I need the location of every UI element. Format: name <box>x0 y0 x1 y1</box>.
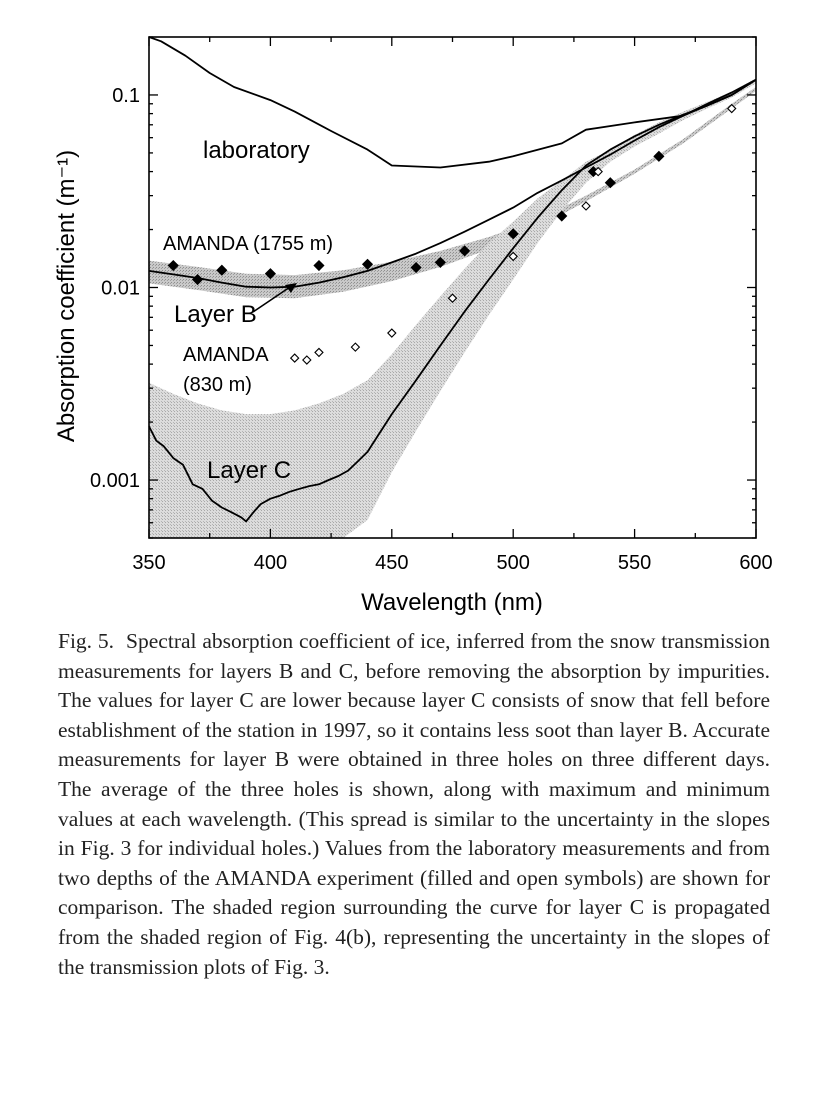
layer-c-line <box>148 78 757 523</box>
amanda-830-m-point <box>447 293 458 303</box>
amanda-830-m-point <box>302 355 312 365</box>
x-tick-label: 600 <box>739 552 772 574</box>
absorption-chart: 350 400 450 500 550 600 0.001 0.01 0.1 Wavelengt… <box>53 36 773 616</box>
y-axis-label: Absorption coefficient (m⁻¹) <box>53 150 80 442</box>
amanda-1755-m-point <box>556 210 568 222</box>
y-tick-label: 0.01 <box>101 278 140 300</box>
x-tick-label: 400 <box>254 552 287 574</box>
layer-b-range-band <box>149 87 756 299</box>
amanda-1755-m-point <box>313 259 325 272</box>
layer-c-uncertainty-band <box>149 78 756 539</box>
uncertainty-bands <box>149 78 756 539</box>
caption-label: Fig. 5. <box>58 629 115 653</box>
amanda-1755-label: AMANDA (1755 m) <box>163 233 333 255</box>
tick-labels: 350 400 450 500 550 600 0.001 0.01 0.1 <box>90 85 773 574</box>
layer-c-label: Layer C <box>207 457 291 484</box>
layer-b-pointer-head <box>285 283 297 293</box>
amanda-830-m-point <box>350 342 361 352</box>
layer-b-line <box>148 78 757 289</box>
amanda-830-label-line2: (830 m) <box>183 374 252 396</box>
amanda-1755-m-point <box>264 268 276 280</box>
amanda-1755-m-point <box>604 177 616 189</box>
amanda-830-m-point <box>593 166 603 177</box>
axis-ticks <box>148 36 757 539</box>
data-markers <box>167 103 737 365</box>
layer-b-pointer <box>252 284 294 313</box>
amanda-830-m-point <box>726 103 737 114</box>
laboratory-line <box>148 36 757 169</box>
layer-b-label: Layer B <box>174 301 257 328</box>
amanda-1755-m-point <box>434 256 446 268</box>
amanda-1755-m-point <box>191 273 204 286</box>
figure: 350 400 450 500 550 600 0.001 0.01 0.1 Wavelengt… <box>53 36 773 616</box>
amanda-830-m-point <box>289 353 300 363</box>
x-tick-label: 500 <box>497 552 530 574</box>
x-axis-label: Wavelength (nm) <box>361 589 543 616</box>
x-tick-label: 350 <box>132 552 165 574</box>
figure-caption: Fig. 5. Spectral absorption coefficient o… <box>58 627 770 982</box>
amanda-1755-m-point <box>216 264 228 276</box>
amanda-830-m-point <box>314 347 324 358</box>
series-lines <box>148 36 757 523</box>
y-tick-label: 0.1 <box>112 85 140 107</box>
x-tick-label: 550 <box>618 552 651 574</box>
amanda-830-m-point <box>387 328 397 338</box>
caption-text: Spectral absorption coefficient of ice, … <box>58 629 770 979</box>
amanda-1755-m-point <box>167 259 179 272</box>
amanda-1755-m-point <box>459 245 471 257</box>
amanda-830-label-line1: AMANDA <box>183 344 269 366</box>
x-tick-label: 450 <box>375 552 408 574</box>
amanda-830-m-point <box>581 201 591 211</box>
amanda-1755-m-point <box>653 150 665 162</box>
amanda-830-m-point <box>508 251 518 262</box>
laboratory-label: laboratory <box>203 137 310 164</box>
amanda-1755-m-point <box>410 261 422 274</box>
y-tick-label: 0.001 <box>90 470 140 492</box>
amanda-1755-m-point <box>507 228 519 240</box>
amanda-1755-m-point <box>361 258 374 270</box>
